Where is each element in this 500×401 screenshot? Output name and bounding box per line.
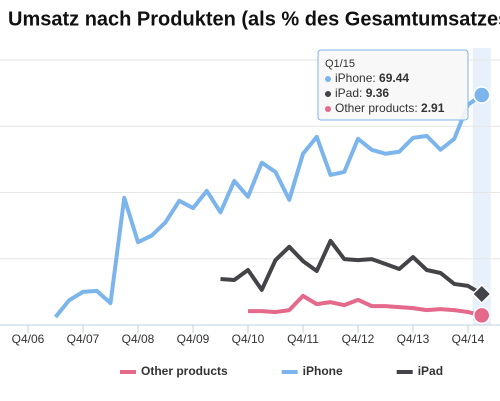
tooltip-name: Other products — [335, 101, 414, 115]
legend-label[interactable]: Other products — [141, 364, 228, 378]
legend-label[interactable]: iPhone — [303, 364, 343, 378]
hover-marker — [473, 306, 491, 325]
tooltip-box — [317, 49, 469, 121]
tooltip-bullet — [325, 91, 331, 97]
hover-marker — [473, 86, 491, 104]
hover-marker — [471, 283, 492, 305]
x-tick-label: Q4/10 — [232, 332, 265, 346]
x-tick-label: Q4/14 — [452, 332, 485, 346]
tooltip-sep: : — [372, 71, 379, 85]
hover-band — [472, 48, 491, 325]
series-line — [53, 93, 483, 319]
x-tick-label: Q4/07 — [67, 332, 100, 346]
tooltip-row: Other products: 2.91 — [335, 101, 445, 115]
tooltip-name: iPhone — [335, 71, 373, 85]
tooltip-bullet — [325, 106, 331, 112]
tooltip-sep: : — [359, 86, 366, 100]
tooltip-title: Q1/15 — [325, 58, 355, 70]
series-line — [220, 238, 483, 296]
legend-label[interactable]: iPad — [418, 364, 443, 378]
x-tick-label: Q4/12 — [342, 332, 375, 346]
x-tick-label: Q4/11 — [287, 332, 319, 346]
x-tick-label: Q4/09 — [177, 332, 210, 346]
chart-title: Umsatz nach Produkten (als % des Gesamtu… — [8, 8, 500, 30]
tooltip-row: iPad: 9.36 — [335, 86, 389, 100]
tooltip-sep: : — [414, 101, 421, 115]
tooltip-value: 2.91 — [421, 101, 445, 115]
x-tick-label: Q4/13 — [397, 332, 430, 346]
tooltip-value: 69.44 — [379, 71, 409, 85]
tooltip-name: iPad — [335, 86, 359, 100]
x-tick-label: Q4/08 — [122, 332, 155, 346]
tooltip-row: iPhone: 69.44 — [335, 71, 409, 85]
series-line — [248, 293, 483, 318]
tooltip-bullet — [325, 76, 331, 82]
tooltip-value: 9.36 — [366, 86, 390, 100]
x-tick-label: Q4/06 — [12, 332, 45, 346]
